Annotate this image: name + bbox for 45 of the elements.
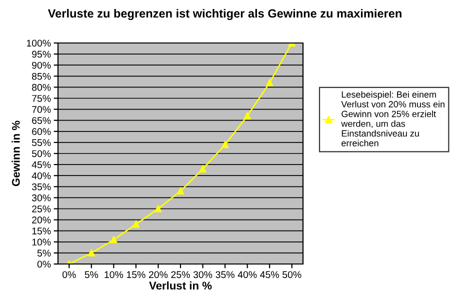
y-tick-label: 45% <box>32 161 51 168</box>
point <box>110 236 118 244</box>
y-tick-label: 20% <box>32 216 51 224</box>
point <box>132 220 140 228</box>
point <box>222 141 229 148</box>
y-tick-label: 30% <box>32 194 51 202</box>
chart-title: Verluste zu begrenzen ist wichtiger als Gewinne zu maximieren <box>48 8 402 20</box>
y-tick-label: 10% <box>32 238 51 246</box>
point <box>244 112 251 120</box>
y-tick-label: 55% <box>32 139 51 146</box>
x-tick-label: 50% <box>282 271 302 278</box>
x-tick-label: 5% <box>84 271 98 278</box>
y-tick-label: 85% <box>32 72 51 80</box>
y-tick-label: 95% <box>32 50 51 58</box>
point <box>154 205 162 212</box>
point <box>266 79 274 86</box>
x-tick-label: 25% <box>171 271 190 278</box>
point <box>177 188 184 195</box>
point <box>199 165 206 172</box>
x-tick-label: 10% <box>104 271 124 278</box>
x-tick-label: 45% <box>260 271 279 278</box>
y-axis-title: Gewinn in % <box>12 120 20 186</box>
y-tick-label: 60% <box>32 128 51 136</box>
x-tick-label: 15% <box>126 271 146 278</box>
x-tick-label: 20% <box>148 271 168 278</box>
x-axis-title: Verlust in % <box>149 281 212 290</box>
y-tick-label: 100% <box>26 40 51 47</box>
y-tick-label: 80% <box>32 84 51 91</box>
y-tick-label: 25% <box>32 205 51 212</box>
x-tick-label: 0% <box>62 271 76 278</box>
y-tick-label: 65% <box>32 117 51 124</box>
x-tick-label: 35% <box>216 271 234 278</box>
legend-label: Lesebeispiel: Bei einem Verlust von 20% muss ein Gewinn von 25% erzielt werden, um das Einstandsniveau zu erreichen <box>341 91 444 146</box>
y-tick-label: 15% <box>32 228 51 234</box>
y-tick-label: 90% <box>32 62 51 69</box>
y-tick-label: 50% <box>32 150 51 158</box>
y-tick-label: 75% <box>32 95 51 102</box>
y-tick-label: 70% <box>32 106 51 113</box>
y-tick-label: 40% <box>32 172 51 180</box>
x-tick-label: 30% <box>193 271 212 278</box>
y-tick-label: 0% <box>37 260 51 268</box>
y-tick-label: 35% <box>32 183 51 190</box>
x-tick-label: 40% <box>238 271 257 278</box>
y-tick-label: 5% <box>37 250 51 257</box>
point <box>88 249 95 256</box>
